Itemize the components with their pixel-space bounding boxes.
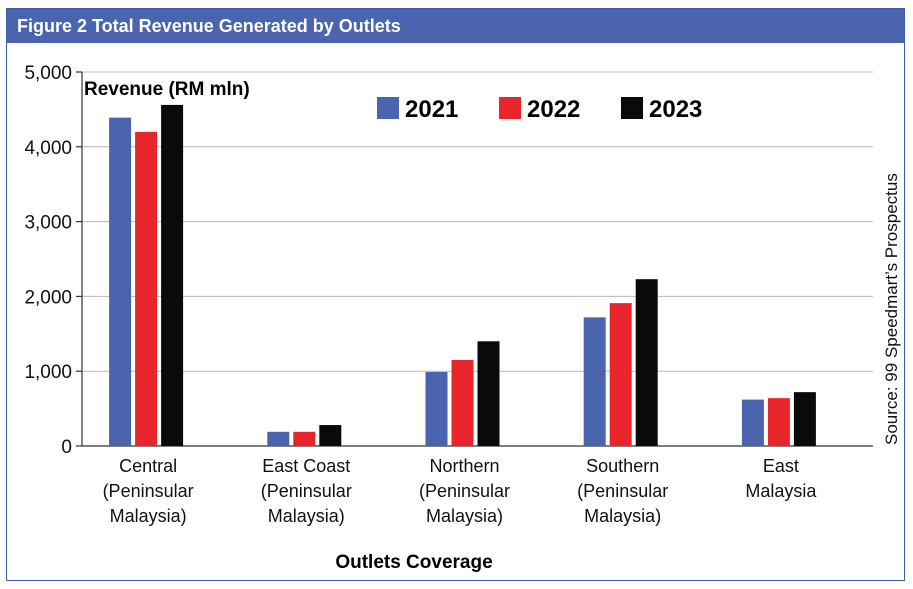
bar — [161, 104, 184, 447]
y-tick-label: 0 — [61, 437, 72, 458]
legend-swatch — [499, 97, 521, 119]
bar — [741, 399, 764, 446]
bar — [609, 303, 632, 446]
x-tick-label: Malaysia — [745, 481, 817, 501]
x-axis-title: Outlets Coverage — [335, 552, 492, 573]
x-tick-label: Northern — [429, 456, 499, 476]
x-tick-label: Malaysia) — [268, 506, 345, 526]
legend-label: 2023 — [649, 96, 702, 123]
bar — [319, 425, 342, 446]
legend-label: 2022 — [527, 96, 580, 123]
bar — [267, 431, 290, 446]
bar — [109, 117, 132, 447]
x-tick-label: Southern — [586, 456, 659, 476]
x-tick-label: Malaysia) — [110, 506, 187, 526]
labels: 0 1,000 2,000 3,000 4,000 5,000 Central (Penins… — [24, 63, 817, 526]
axes — [76, 71, 873, 447]
bar — [293, 431, 316, 446]
y-tick-label: 4,000 — [24, 138, 72, 159]
legend-swatch — [621, 97, 643, 119]
bar — [425, 371, 448, 446]
bar — [583, 317, 606, 446]
legend-label: 2021 — [405, 96, 458, 123]
y-tick-label: 2,000 — [24, 287, 72, 308]
x-tick-label: (Peninsular — [103, 481, 194, 501]
x-tick-label: (Peninsular — [577, 481, 668, 501]
bar — [793, 392, 816, 446]
bar — [135, 131, 158, 446]
x-tick-label: Central — [119, 456, 177, 476]
x-tick-label: East — [763, 456, 799, 476]
x-tick-label: (Peninsular — [419, 481, 510, 501]
bar — [635, 279, 658, 446]
y-tick-label: 1,000 — [24, 362, 72, 383]
y-axis-title: Revenue (RM mln) — [84, 79, 250, 100]
bar — [477, 341, 500, 446]
legend: 2021 2022 2023 — [377, 96, 702, 123]
x-tick-label: East Coast — [262, 456, 350, 476]
bars — [109, 104, 816, 447]
gridlines — [82, 71, 873, 372]
source-note: Source: 99 Speedmart’s Prospectus — [882, 173, 901, 445]
bar — [767, 398, 790, 446]
y-tick-label: 3,000 — [24, 213, 72, 234]
bar — [451, 359, 474, 446]
figure-title: Figure 2 Total Revenue Generated by Outl… — [7, 9, 904, 43]
x-tick-label: Malaysia) — [584, 506, 661, 526]
x-tick-label: Malaysia) — [426, 506, 503, 526]
legend-swatch — [377, 97, 399, 119]
x-tick-label: (Peninsular — [261, 481, 352, 501]
y-tick-label: 5,000 — [24, 63, 72, 84]
